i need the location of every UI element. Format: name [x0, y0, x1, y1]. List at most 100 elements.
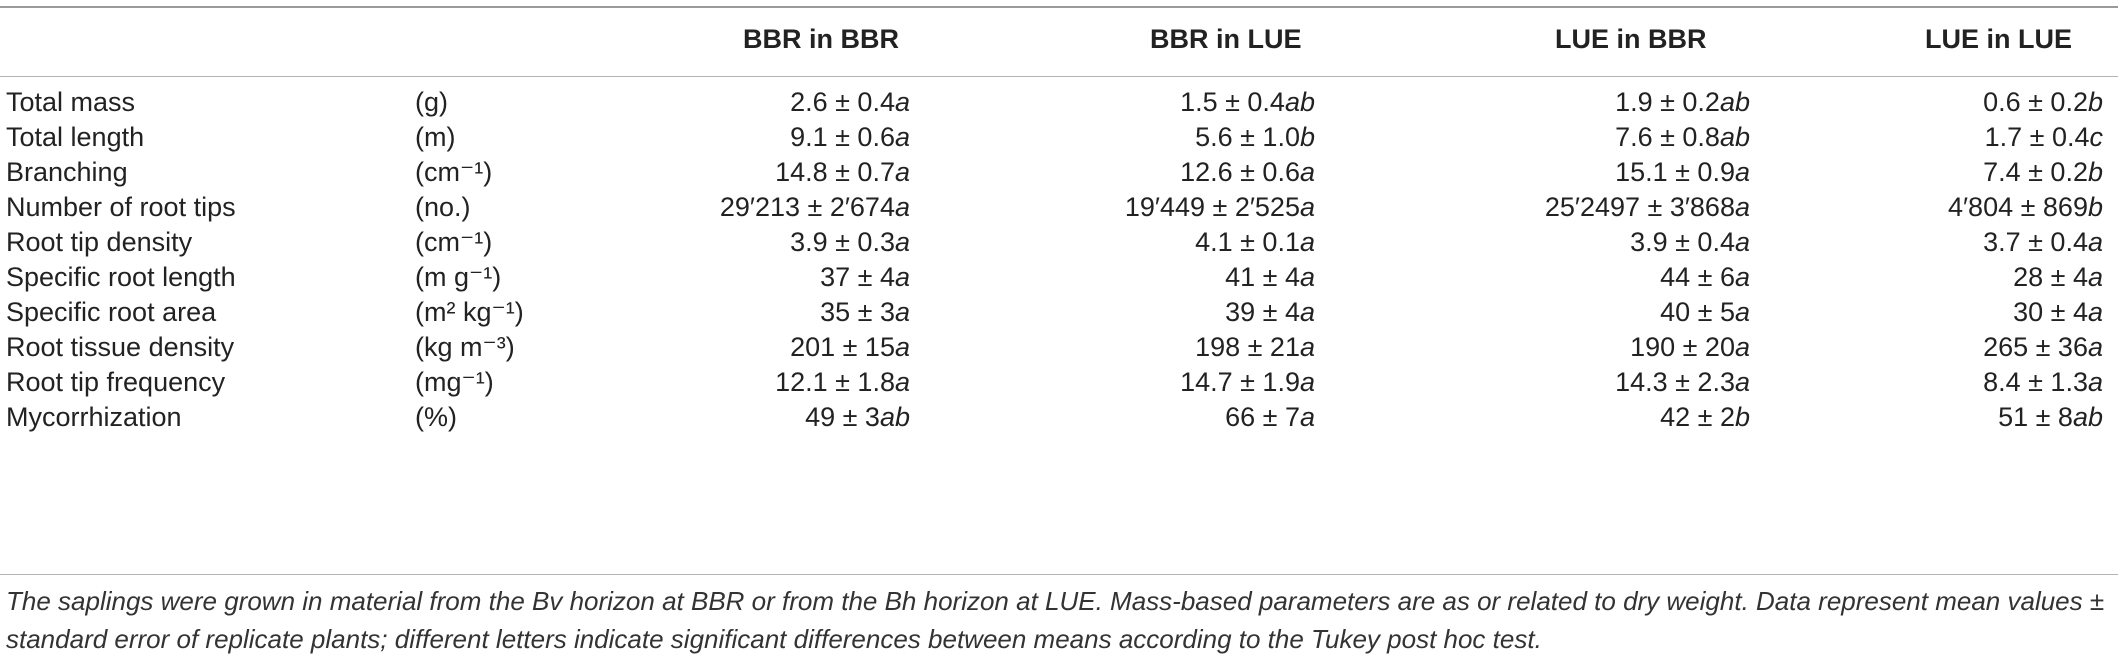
significance-letter: a	[894, 332, 910, 362]
column-header-bbr-in-bbr: BBR in BBR	[743, 24, 899, 54]
value-cell-lue-in-lue: 8.4 ± 1.3a	[1983, 367, 2103, 397]
table-footnote: The saplings were grown in material from…	[6, 586, 2105, 654]
significance-letter: b	[2087, 87, 2103, 117]
value-cell-lue-in-lue: 0.6 ± 0.2b	[1983, 87, 2103, 117]
significance-letter: a	[1734, 297, 1750, 327]
value-cell-lue-in-bbr: 15.1 ± 0.9a	[1615, 157, 1750, 187]
table-row: Total length (m) 9.1 ± 0.6a 5.6 ± 1.0b 7.6 ±…	[0, 114, 2118, 161]
bottom-rule	[0, 574, 2118, 575]
table-row: Number of root tips (no.) 29′213 ± 2′674a 1…	[0, 184, 2118, 231]
table-row: Root tip density (cm⁻¹) 3.9 ± 0.3a 4.1 ± 0.…	[0, 219, 2118, 266]
significance-letter: ab	[1284, 87, 1315, 117]
parameter-name: Specific root length	[6, 262, 236, 292]
value-cell-bbr-in-bbr: 29′213 ± 2′674a	[719, 192, 910, 222]
parameter-unit: (m² kg⁻¹)	[415, 297, 524, 327]
value-cell-lue-in-lue: 4′804 ± 869b	[1947, 192, 2103, 222]
parameter-unit: (cm⁻¹)	[415, 157, 493, 187]
significance-letter: a	[1299, 262, 1315, 292]
significance-letter: a	[1734, 262, 1750, 292]
significance-letter: a	[1299, 402, 1315, 432]
value-cell-bbr-in-bbr: 3.9 ± 0.3a	[790, 227, 910, 257]
significance-letter: ab	[2072, 402, 2103, 432]
significance-letter: a	[894, 262, 910, 292]
significance-letter: a	[1299, 297, 1315, 327]
value-cell-lue-in-lue: 3.7 ± 0.4a	[1983, 227, 2103, 257]
parameter-name: Number of root tips	[6, 192, 236, 222]
value-cell-bbr-in-lue: 19′449 ± 2′525a	[1124, 192, 1315, 222]
significance-letter: c	[2089, 122, 2104, 152]
significance-letter: a	[894, 157, 910, 187]
table-row: Specific root area (m² kg⁻¹) 35 ± 3a 39 ± 4…	[0, 289, 2118, 336]
value-cell-bbr-in-lue: 66 ± 7a	[1225, 402, 1315, 432]
significance-letter: a	[2087, 262, 2103, 292]
significance-letter: a	[1734, 227, 1750, 257]
value-cell-bbr-in-lue: 12.6 ± 0.6a	[1180, 157, 1315, 187]
significance-letter: a	[894, 297, 910, 327]
column-header-bbr-in-lue: BBR in LUE	[1150, 24, 1302, 54]
value-cell-lue-in-lue: 7.4 ± 0.2b	[1983, 157, 2103, 187]
significance-letter: a	[1299, 332, 1315, 362]
value-cell-lue-in-bbr: 42 ± 2b	[1660, 402, 1750, 432]
parameter-unit: (kg m⁻³)	[415, 332, 515, 362]
significance-letter: ab	[879, 402, 910, 432]
value-cell-lue-in-bbr: 25′2497 ± 3′868a	[1544, 192, 1750, 222]
value-cell-bbr-in-lue: 14.7 ± 1.9a	[1180, 367, 1315, 397]
parameter-name: Root tissue density	[6, 332, 235, 362]
parameter-name: Root tip frequency	[6, 367, 226, 397]
value-cell-lue-in-bbr: 3.9 ± 0.4a	[1630, 227, 1750, 257]
table-row: Root tip frequency (mg⁻¹) 12.1 ± 1.8a 14.7 …	[0, 359, 2118, 406]
value-cell-lue-in-lue: 30 ± 4a	[2013, 297, 2103, 327]
table-row: Specific root length (m g⁻¹) 37 ± 4a 41 ± 4…	[0, 254, 2118, 301]
significance-letter: a	[1299, 367, 1315, 397]
value-cell-bbr-in-bbr: 14.8 ± 0.7a	[775, 157, 910, 187]
significance-letter: a	[1299, 227, 1315, 257]
significance-letter: a	[2087, 297, 2103, 327]
significance-letter: b	[2087, 157, 2103, 187]
column-header-lue-in-lue: LUE in LUE	[1925, 24, 2072, 54]
column-header-lue-in-bbr: LUE in BBR	[1555, 24, 1707, 54]
value-cell-bbr-in-lue: 39 ± 4a	[1225, 297, 1315, 327]
value-cell-bbr-in-bbr: 2.6 ± 0.4a	[790, 87, 910, 117]
parameter-unit: (m)	[415, 122, 456, 152]
significance-letter: b	[2087, 192, 2103, 222]
value-cell-bbr-in-lue: 41 ± 4a	[1225, 262, 1315, 292]
significance-letter: a	[1734, 157, 1750, 187]
parameter-unit: (cm⁻¹)	[415, 227, 493, 257]
value-cell-lue-in-lue: 265 ± 36a	[1983, 332, 2103, 362]
significance-letter: a	[894, 87, 910, 117]
value-cell-bbr-in-bbr: 12.1 ± 1.8a	[775, 367, 910, 397]
significance-letter: a	[894, 227, 910, 257]
parameter-name: Total mass	[6, 87, 136, 117]
value-cell-bbr-in-bbr: 37 ± 4a	[820, 262, 910, 292]
top-rule	[0, 6, 2118, 8]
parameter-name: Root tip density	[6, 227, 193, 257]
value-cell-lue-in-lue: 28 ± 4a	[2013, 262, 2103, 292]
significance-letter: a	[2087, 332, 2103, 362]
significance-letter: b	[1734, 402, 1750, 432]
significance-letter: a	[2087, 227, 2103, 257]
value-cell-bbr-in-bbr: 35 ± 3a	[820, 297, 910, 327]
value-cell-lue-in-lue: 1.7 ± 0.4c	[1984, 122, 2104, 152]
table-row: Root tissue density (kg m⁻³) 201 ± 15a 198 …	[0, 324, 2118, 371]
significance-letter: a	[1734, 332, 1750, 362]
significance-letter: a	[1299, 157, 1315, 187]
significance-letter: a	[1299, 192, 1315, 222]
value-cell-lue-in-bbr: 14.3 ± 2.3a	[1615, 367, 1750, 397]
significance-letter: a	[1734, 192, 1750, 222]
table-row: Mycorrhization (%) 49 ± 3ab 66 ± 7a 42 ± 2b 5…	[0, 394, 2118, 441]
value-cell-bbr-in-lue: 5.6 ± 1.0b	[1195, 122, 1315, 152]
value-cell-bbr-in-bbr: 201 ± 15a	[790, 332, 910, 362]
significance-letter: a	[894, 122, 910, 152]
value-cell-lue-in-bbr: 40 ± 5a	[1660, 297, 1750, 327]
value-cell-bbr-in-bbr: 49 ± 3ab	[805, 402, 910, 432]
value-cell-bbr-in-lue: 1.5 ± 0.4ab	[1180, 87, 1315, 117]
parameter-unit: (%)	[415, 402, 457, 432]
value-cell-lue-in-lue: 51 ± 8ab	[1998, 402, 2103, 432]
value-cell-bbr-in-bbr: 9.1 ± 0.6a	[790, 122, 910, 152]
value-cell-lue-in-bbr: 44 ± 6a	[1660, 262, 1750, 292]
parameter-unit: (m g⁻¹)	[415, 262, 502, 292]
significance-letter: a	[894, 192, 910, 222]
value-cell-lue-in-bbr: 190 ± 20a	[1630, 332, 1750, 362]
significance-letter: ab	[1719, 122, 1750, 152]
